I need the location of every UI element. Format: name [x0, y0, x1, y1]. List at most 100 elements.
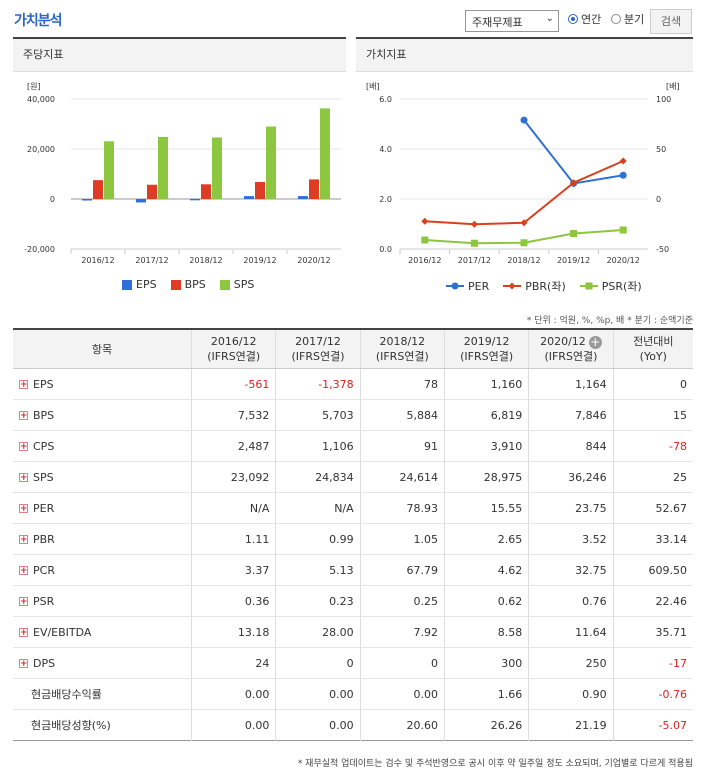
table-cell: 0 — [359, 647, 445, 679]
table-row: + DPS 24 0 0 300 250 -17 — [13, 647, 693, 679]
table-cell: 0.76 — [528, 585, 614, 617]
legend-item-bps[interactable]: BPS — [170, 278, 206, 291]
expand-row-icon[interactable]: + — [19, 380, 28, 390]
table-cell: 78 — [359, 368, 445, 400]
per-share-panel: 주당지표 [원] 40,000 20,000 0 -20,000 2016/12 2017/… — [13, 37, 346, 297]
table-cell: 28,975 — [443, 461, 529, 493]
legend-item-per[interactable]: PER — [446, 280, 489, 293]
column-header-title: 2019/12 — [463, 335, 510, 348]
table-cell: 52.67 — [612, 492, 693, 524]
table-cell: -17 — [612, 647, 693, 679]
table-cell: -561 — [191, 368, 276, 400]
radio-quarter[interactable]: 분기 — [611, 11, 644, 27]
table-cell: 1,106 — [275, 430, 361, 462]
y-tick-label-right: 0 — [656, 195, 661, 204]
point-psr — [520, 239, 528, 247]
per-share-legend: EPS BPS SPS — [122, 278, 254, 291]
point-per — [520, 116, 528, 124]
table-cell: 23.75 — [528, 492, 614, 524]
row-label: EPS — [33, 377, 54, 391]
row-label: DPS — [33, 656, 56, 670]
search-button[interactable]: 검색 — [650, 9, 692, 34]
row-label-cell[interactable]: + SPS — [13, 461, 192, 493]
table-cell: 0.00 — [275, 678, 361, 710]
x-tick-label: 2020/12 — [297, 256, 330, 265]
legend-marker-icon — [503, 282, 522, 290]
bar-sps — [104, 141, 114, 199]
valuation-panel: 가치지표 [배] [배] 6.0 4.0 2.0 0.0 100 50 0 -50 2016/12 2… — [356, 37, 693, 297]
row-label-cell[interactable]: + PSR — [13, 585, 192, 617]
column-header-title: 전년대비 — [633, 335, 674, 348]
table-cell: 0.62 — [443, 585, 529, 617]
expand-row-icon[interactable]: + — [19, 473, 28, 483]
expand-columns-icon[interactable]: + — [588, 334, 602, 349]
legend-marker-shape — [451, 282, 459, 290]
y-tick-label-right: 100 — [656, 95, 671, 104]
table-cell: N/A — [191, 492, 276, 524]
row-label: 현금배당수익률 — [31, 688, 102, 701]
legend-label: PBR(좌) — [525, 280, 566, 293]
column-header-sub: (YoY) — [639, 350, 667, 363]
row-label-cell[interactable]: + PCR — [13, 554, 192, 586]
expand-row-icon[interactable]: + — [19, 504, 28, 514]
column-header-sub: (IFRS연결) — [544, 350, 598, 363]
row-label: CPS — [33, 439, 55, 453]
table-header-row: 항목 2016/12 (IFRS연결) 2017/12 (IFRS연결) 2018/12 (… — [13, 329, 693, 369]
expand-row-icon[interactable]: + — [19, 566, 28, 576]
table-row: 현금배당성향(%) 0.00 0.00 20.60 26.26 21.19 -5.07 — [13, 709, 693, 741]
table-cell: 7.92 — [359, 616, 445, 648]
expand-row-icon[interactable]: + — [19, 628, 28, 638]
row-label: PCR — [33, 563, 55, 577]
table-cell: 0.25 — [359, 585, 445, 617]
table-cell: 3.37 — [191, 554, 276, 586]
column-header-sub: (IFRS연결) — [460, 350, 514, 363]
point-psr — [570, 230, 578, 237]
row-label-cell[interactable]: + PER — [13, 492, 192, 524]
row-label: 현금배당성향(%) — [31, 719, 111, 732]
table-row: + EV/EBITDA 13.18 28.00 7.92 8.58 11.64 35.71 — [13, 616, 693, 648]
x-tick-label: 2016/12 — [81, 256, 114, 265]
table-row: + SPS 23,092 24,834 24,614 28,975 36,246 25 — [13, 461, 693, 493]
expand-row-icon[interactable]: + — [19, 442, 28, 452]
legend-marker-shape — [508, 282, 516, 290]
radio-annual[interactable]: 연간 — [568, 11, 601, 27]
table-cell: 4.62 — [443, 554, 529, 586]
bar-bps — [93, 180, 103, 199]
expand-row-icon[interactable]: + — [19, 597, 28, 607]
x-tick-label: 2019/12 — [243, 256, 276, 265]
legend-item-eps[interactable]: EPS — [122, 278, 157, 291]
x-tick-label: 2020/12 — [607, 256, 640, 265]
legend-item-sps[interactable]: SPS — [219, 278, 254, 291]
column-header: 2016/12 (IFRS연결) — [191, 329, 276, 369]
row-label: PSR — [33, 594, 55, 608]
table-cell: 300 — [443, 647, 529, 679]
statement-select[interactable]: 주재무제표 ⌄ — [465, 10, 559, 32]
row-label-cell[interactable]: + EV/EBITDA — [13, 616, 192, 648]
expand-row-icon[interactable]: + — [19, 535, 28, 545]
table-cell: 22.46 — [612, 585, 693, 617]
row-label-cell[interactable]: + EPS — [13, 368, 192, 400]
table-cell: 5.13 — [275, 554, 361, 586]
legend-item-pbr[interactable]: PBR(좌) — [503, 278, 566, 294]
legend-item-psr[interactable]: PSR(좌) — [579, 278, 642, 294]
row-label-cell[interactable]: + BPS — [13, 399, 192, 431]
expand-row-icon[interactable]: + — [19, 411, 28, 421]
y-axis-unit: [원] — [27, 82, 41, 91]
table-cell: 35.71 — [612, 616, 693, 648]
table-cell: 8.58 — [443, 616, 529, 648]
row-label-cell: 현금배당성향(%) — [13, 710, 192, 741]
table-row: + PCR 3.37 5.13 67.79 4.62 32.75 609.50 — [13, 554, 693, 586]
expand-row-icon[interactable]: + — [19, 659, 28, 669]
row-label-cell[interactable]: + CPS — [13, 430, 192, 462]
y-tick-label-right: -50 — [656, 245, 669, 254]
x-tick-label: 2017/12 — [135, 256, 168, 265]
point-pbr — [619, 157, 627, 165]
legend-swatch-icon — [122, 279, 132, 290]
table-row: + PSR 0.36 0.23 0.25 0.62 0.76 22.46 — [13, 585, 693, 617]
row-label-cell[interactable]: + DPS — [13, 647, 192, 679]
table-cell: 26.26 — [443, 709, 529, 741]
row-label-cell[interactable]: + PBR — [13, 523, 192, 555]
table-cell: -0.76 — [612, 678, 693, 710]
column-header-title: 2017/12 — [295, 335, 341, 348]
y-tick-label-left: 6.0 — [379, 95, 392, 104]
